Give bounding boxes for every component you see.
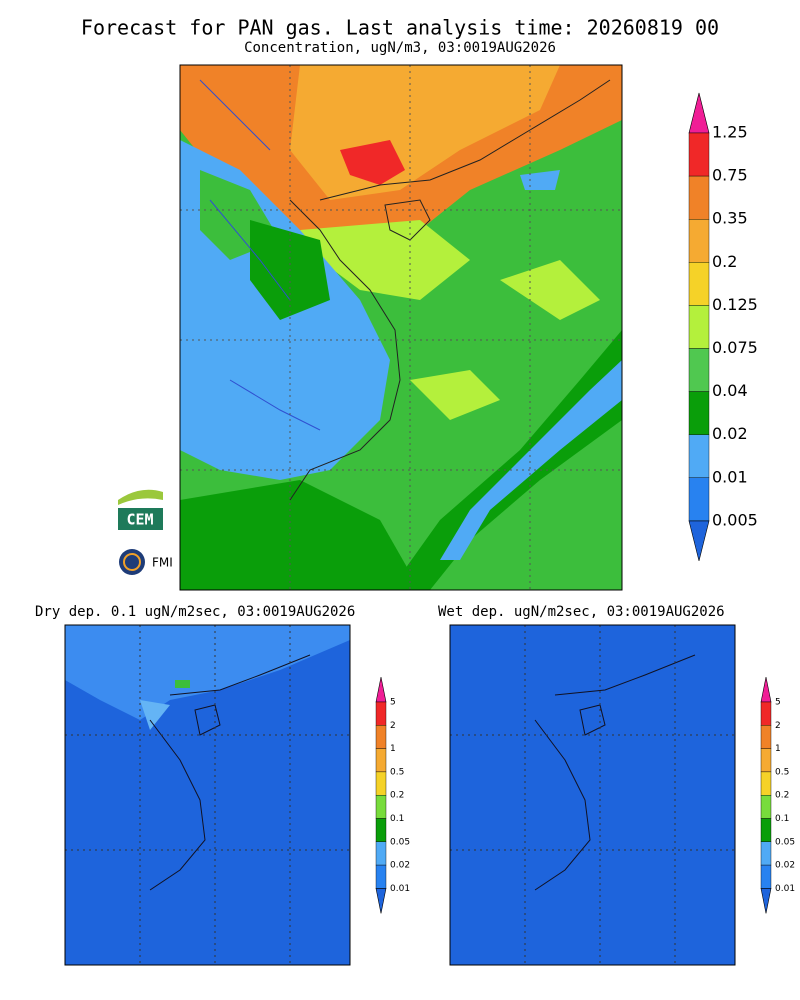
colorbar-segment	[760, 841, 772, 866]
colorbar-label: 0.5	[775, 767, 789, 777]
fmi-logo: FMI	[119, 549, 173, 575]
title: Forecast for PAN gas. Last analysis time…	[81, 16, 719, 40]
colorbar-label: 0.04	[712, 381, 748, 400]
colorbar-segment	[375, 841, 387, 866]
colorbar-label: 0.01	[712, 467, 748, 486]
colorbar-segment	[688, 391, 710, 435]
fmi-text: FMI	[152, 556, 173, 570]
colorbar-segment	[688, 218, 710, 263]
colorbar-label: 0.005	[712, 510, 758, 529]
colorbar-segment	[688, 348, 710, 392]
cem-logo: CEM	[118, 485, 163, 530]
colorbar-segment	[760, 818, 772, 842]
subtitle: Concentration, ugN/m3, 03:0019AUG2026	[244, 40, 556, 56]
map-frame	[179, 64, 623, 591]
colorbar-segment	[760, 701, 772, 726]
panel-title: Wet dep. ugN/m2sec, 03:0019AUG2026	[438, 604, 725, 620]
colorbar-segment	[760, 771, 772, 796]
colorbar-segment	[688, 305, 710, 349]
colorbar-arrow	[688, 92, 710, 134]
colorbar-segment	[688, 175, 710, 220]
colorbar-segment	[375, 818, 387, 842]
colorbar-label: 0.2	[390, 791, 404, 801]
colorbar-label: 0.1	[390, 814, 404, 824]
colorbar-arrow	[375, 888, 387, 914]
colorbar-label: 0.35	[712, 209, 748, 228]
colorbar-label: 0.02	[390, 861, 410, 871]
colorbar-arrow	[760, 888, 772, 914]
colorbar-label: 0.05	[390, 837, 410, 847]
colorbar-arrow	[375, 676, 387, 703]
colorbar-label: 0.1	[775, 814, 789, 824]
colorbar-segment	[760, 725, 772, 749]
colorbar-label: 5	[775, 698, 781, 708]
colorbar-label: 2	[390, 721, 396, 731]
colorbar-segment	[375, 771, 387, 796]
colorbar-segment	[760, 748, 772, 773]
colorbar-segment	[375, 748, 387, 773]
colorbar-segment	[375, 725, 387, 749]
colorbar-label: 0.05	[775, 837, 795, 847]
colorbar-label: 1	[775, 744, 781, 754]
colorbar-segment	[375, 864, 387, 889]
colorbar-label: 5	[390, 698, 396, 708]
colorbar-label: 0.5	[390, 767, 404, 777]
colorbar-segment	[688, 262, 710, 306]
colorbar-label: 0.01	[390, 884, 410, 894]
colorbar-label: 0.075	[712, 338, 758, 357]
colorbar-label: 0.75	[712, 166, 748, 185]
concentration-map	[180, 65, 622, 590]
colorbar-label: 1.25	[712, 123, 748, 142]
colorbar-label: 0.125	[712, 295, 758, 314]
wet-deposition-map	[449, 624, 736, 966]
cem-text: CEM	[126, 511, 153, 529]
colorbar-segment	[375, 795, 387, 819]
colorbar-arrow	[760, 676, 772, 703]
colorbar-label: 0.2	[775, 791, 789, 801]
panel-title: Dry dep. 0.1 ugN/m2sec, 03:0019AUG2026	[35, 604, 355, 620]
colorbar-segment	[760, 795, 772, 819]
colorbar-segment	[375, 701, 387, 726]
colorbar-label: 1	[390, 744, 396, 754]
colorbar-segment	[760, 864, 772, 889]
colorbar-segment	[688, 132, 710, 177]
colorbar-label: 0.01	[775, 884, 795, 894]
colorbar-arrow	[688, 520, 710, 561]
colorbar-segment	[688, 434, 710, 479]
colorbar-label: 2	[775, 721, 781, 731]
colorbar-segment	[688, 477, 710, 522]
colorbar-label: 0.02	[775, 861, 795, 871]
dry-deposition-map	[64, 624, 351, 966]
colorbar-label: 0.02	[712, 424, 748, 443]
colorbar-label: 0.2	[712, 252, 737, 271]
